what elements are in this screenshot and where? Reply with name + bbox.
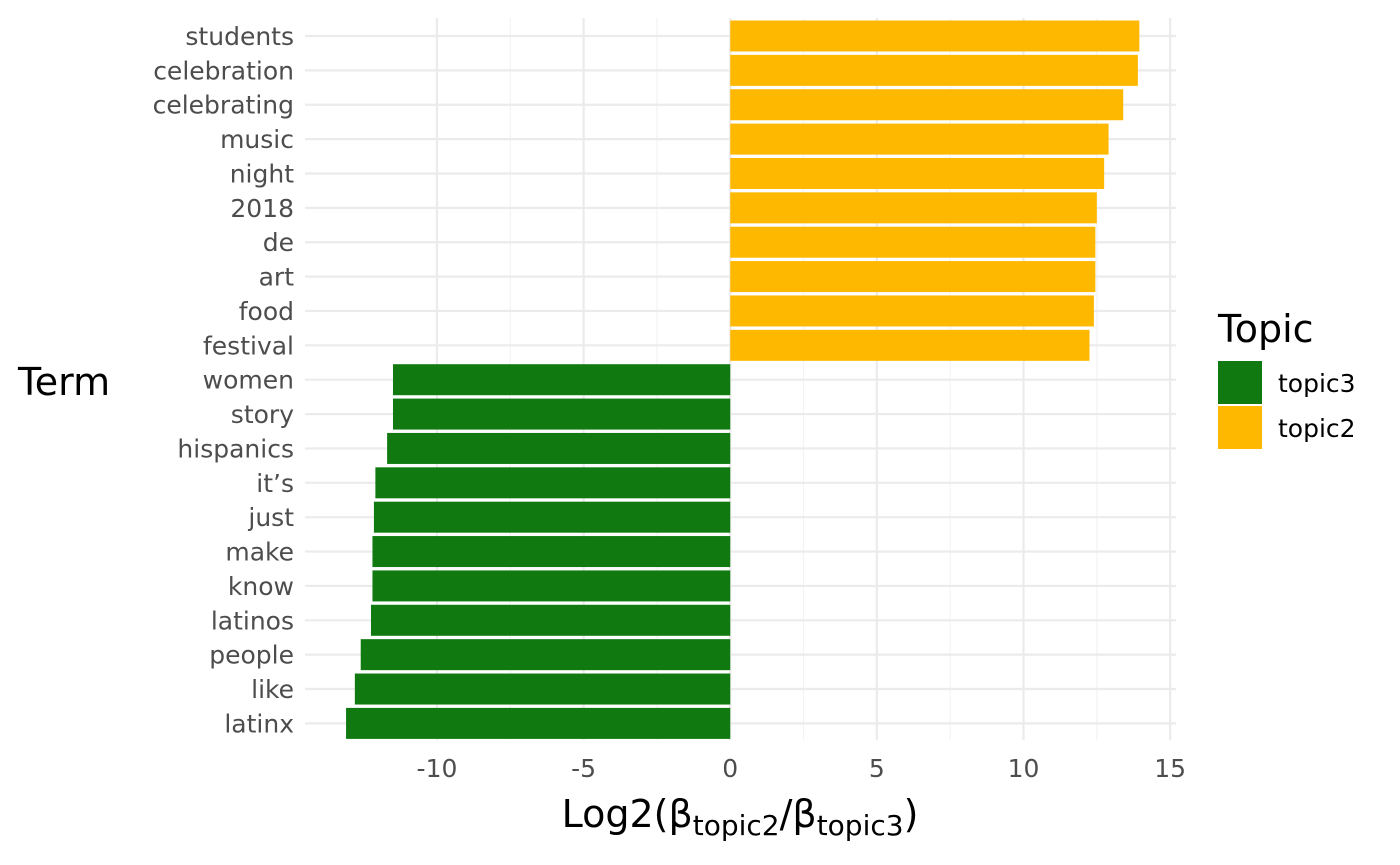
bar-art <box>730 261 1096 293</box>
x-tick-label-0: -10 <box>417 754 458 783</box>
bar-make <box>372 536 731 568</box>
legend-items: topic3 topic2 <box>1218 361 1356 449</box>
y-tick-label-10: women <box>203 366 294 395</box>
x-tick-label-1: -5 <box>571 754 596 783</box>
x-axis-title-slash: / <box>780 792 793 836</box>
y-tick-label-0: students <box>185 22 294 51</box>
y-tick-label-13: it’s <box>256 469 294 498</box>
y-tick-label-15: make <box>225 538 294 567</box>
x-tick-label-2: 0 <box>722 754 738 783</box>
bar-latinx <box>346 707 731 739</box>
bar-like <box>354 673 731 705</box>
bar-just <box>373 501 731 533</box>
legend-label-topic3: topic3 <box>1278 369 1356 398</box>
y-tick-label-12: hispanics <box>177 434 294 463</box>
legend-label-topic2: topic2 <box>1278 414 1356 443</box>
bar-night <box>730 157 1105 189</box>
legend: Topic topic3 topic2 <box>1217 307 1356 449</box>
y-tick-label-5: 2018 <box>230 194 294 223</box>
y-tick-label-3: music <box>220 125 294 154</box>
y-tick-label-4: night <box>230 159 295 188</box>
y-tick-label-18: people <box>209 641 294 670</box>
bar-students <box>730 20 1140 52</box>
bar-people <box>360 639 731 671</box>
x-tick-label-4: 10 <box>1008 754 1040 783</box>
legend-swatch-topic3 <box>1218 361 1262 404</box>
legend-swatch-topic2 <box>1218 406 1262 449</box>
bar-know <box>372 570 731 602</box>
x-axis-title-subscript-1: topic2 <box>693 809 780 842</box>
bar-festival <box>730 329 1090 361</box>
y-tick-label-11: story <box>231 400 294 429</box>
bar-2018 <box>730 192 1097 224</box>
y-tick-label-6: de <box>263 228 294 257</box>
bar-de <box>730 226 1096 258</box>
y-tick-label-19: like <box>251 675 294 704</box>
y-tick-labels: students celebration celebrating music night… <box>153 22 295 738</box>
x-axis-title: Log2(βtopic2/βtopic3) <box>562 792 919 842</box>
y-tick-label-14: just <box>247 503 294 532</box>
bar-celebration <box>730 54 1138 86</box>
y-tick-label-20: latinx <box>224 709 294 738</box>
bar-music <box>730 123 1109 155</box>
y-axis-title: Term <box>17 360 110 404</box>
legend-title: Topic <box>1217 307 1314 351</box>
x-axis-title-beta-2: β <box>792 792 816 836</box>
x-tick-labels: -10 -5 0 5 10 15 <box>417 754 1186 783</box>
y-tick-label-9: festival <box>203 331 294 360</box>
y-tick-label-8: food <box>239 297 294 326</box>
bars <box>346 20 1140 739</box>
x-axis-title-suffix: ) <box>904 792 919 836</box>
x-tick-label-3: 5 <box>869 754 885 783</box>
bar-story <box>392 398 731 430</box>
x-tick-label-5: 15 <box>1154 754 1186 783</box>
bar-latinos <box>370 604 731 636</box>
y-tick-label-7: art <box>259 263 295 292</box>
y-tick-label-17: latinos <box>211 606 294 635</box>
x-axis-title-prefix: Log2( <box>562 792 669 836</box>
bar-celebrating <box>730 89 1124 121</box>
bar-it’s <box>375 467 731 499</box>
y-tick-label-2: celebrating <box>153 91 294 120</box>
bar-food <box>730 295 1094 327</box>
bar-women <box>392 364 731 396</box>
bar-hispanics <box>387 432 731 464</box>
y-tick-label-1: celebration <box>153 56 294 85</box>
y-tick-label-16: know <box>228 572 294 601</box>
x-axis-title-beta-1: β <box>668 792 692 836</box>
x-axis-title-subscript-2: topic3 <box>817 809 904 842</box>
